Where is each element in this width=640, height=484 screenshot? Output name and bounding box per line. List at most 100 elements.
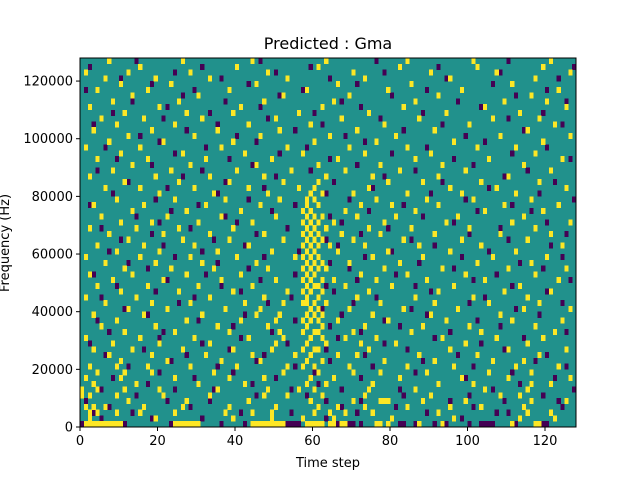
heatmap-cell-high — [95, 386, 100, 393]
heatmap-cell-high — [529, 92, 534, 99]
heatmap-cell-low — [184, 127, 189, 134]
heatmap-cell-low — [99, 386, 104, 393]
heatmap-cell-low — [490, 421, 495, 428]
heatmap-cell-high — [421, 398, 426, 405]
heatmap-cell-high — [498, 132, 503, 140]
heatmap-cell-high — [548, 288, 554, 295]
heatmap-cell-high — [548, 230, 554, 238]
heatmap-cell-high — [343, 207, 348, 214]
heatmap-cell-high — [541, 334, 546, 341]
heatmap-cell-low — [506, 115, 511, 122]
heatmap-cell-low — [463, 132, 468, 140]
heatmap-cell-high — [386, 398, 391, 405]
heatmap-cell-high — [405, 403, 410, 411]
heatmap-cell-low — [165, 104, 170, 111]
heatmap-cell-high — [533, 323, 538, 330]
heatmap-cell-low — [122, 421, 127, 428]
heatmap-cell-low — [180, 173, 185, 180]
heatmap-cell-high — [87, 415, 92, 422]
heatmap-cell-high — [269, 248, 275, 255]
heatmap-cell-low — [448, 398, 453, 405]
heatmap-cell-low — [506, 58, 511, 65]
heatmap-cell-low — [490, 386, 495, 393]
heatmap-cell-low — [87, 202, 92, 209]
heatmap-cell-high — [405, 271, 410, 278]
heatmap-cell-high — [161, 138, 166, 145]
heatmap-cell-high — [111, 277, 116, 284]
heatmap-cell-high — [114, 392, 120, 399]
heatmap-cell-high — [324, 58, 329, 65]
heatmap-cell-low — [328, 323, 333, 330]
heatmap-cell-high — [556, 363, 561, 370]
heatmap-cell-low — [254, 230, 259, 238]
heatmap-cell-high — [289, 167, 294, 174]
heatmap-cell-high — [362, 242, 368, 249]
heatmap-cell-low — [246, 81, 251, 88]
heatmap-cell-low — [157, 219, 162, 226]
heatmap-cell-high — [428, 69, 433, 76]
heatmap-cell-high — [308, 317, 313, 324]
heatmap-cell-low — [200, 167, 205, 174]
heatmap-cell-high — [525, 409, 530, 416]
y-tick-label: 0 — [65, 421, 73, 436]
heatmap-cell-low — [293, 421, 298, 428]
heatmap-cell-high — [138, 63, 143, 70]
heatmap-cell-high — [533, 150, 538, 157]
heatmap-cell-high — [517, 109, 523, 116]
heatmap-cell-low — [250, 380, 255, 387]
heatmap-cell-high — [165, 305, 170, 312]
heatmap-cell-high — [347, 144, 352, 151]
heatmap-cell-high — [312, 259, 317, 266]
heatmap-cell-high — [440, 421, 445, 428]
heatmap-cells — [80, 58, 577, 428]
heatmap-cell-high — [471, 196, 476, 203]
heatmap-cell-high — [525, 294, 530, 301]
heatmap-cell-high — [80, 386, 85, 393]
heatmap-cell-high — [95, 409, 100, 416]
heatmap-cell-low — [173, 254, 178, 261]
heatmap-cell-high — [308, 305, 313, 312]
heatmap-cell-high — [304, 357, 309, 364]
heatmap-cell-low — [502, 398, 507, 405]
heatmap-cell-low — [289, 294, 294, 301]
heatmap-cell-high — [173, 421, 178, 428]
heatmap-cell-high — [316, 346, 321, 353]
heatmap-cell-high — [424, 277, 430, 284]
heatmap-cell-low — [486, 248, 492, 255]
heatmap-cell-low — [541, 265, 546, 272]
heatmap-cell-high — [297, 386, 302, 393]
heatmap-cell-low — [471, 363, 476, 370]
heatmap-cell-high — [246, 121, 251, 128]
heatmap-cell-high — [281, 334, 286, 341]
heatmap-cell-high — [95, 369, 100, 376]
heatmap-cell-high — [483, 104, 488, 111]
heatmap-cell-high — [320, 190, 325, 197]
heatmap-cell-high — [238, 317, 244, 324]
heatmap-cell-high — [223, 196, 228, 203]
heatmap-cell-high — [366, 288, 371, 295]
heatmap-cell-high — [227, 179, 232, 186]
heatmap-cell-high — [486, 369, 492, 376]
heatmap-cell-high — [421, 323, 426, 330]
heatmap-cell-low — [514, 305, 519, 312]
heatmap-cell-low — [572, 386, 577, 393]
heatmap-cell-high — [312, 346, 317, 353]
heatmap-cell-high — [250, 352, 255, 359]
heatmap-cell-high — [246, 184, 251, 191]
heatmap-cell-high — [529, 398, 534, 405]
heatmap-cell-high — [560, 156, 565, 163]
heatmap-cell-high — [448, 248, 453, 255]
heatmap-cell-low — [87, 63, 92, 70]
heatmap-cell-high — [548, 409, 554, 416]
heatmap-cell-high — [173, 121, 178, 128]
heatmap-cell-high — [552, 415, 557, 422]
heatmap-cell-low — [541, 421, 546, 428]
heatmap-cell-high — [83, 403, 89, 411]
heatmap-cell-high — [300, 288, 306, 295]
heatmap-cell-low — [293, 317, 298, 324]
heatmap-cell-low — [452, 219, 457, 226]
heatmap-cell-high — [91, 311, 96, 318]
heatmap-cell-high — [366, 184, 371, 191]
heatmap-cell-high — [494, 69, 499, 76]
heatmap-cell-low — [572, 196, 577, 203]
